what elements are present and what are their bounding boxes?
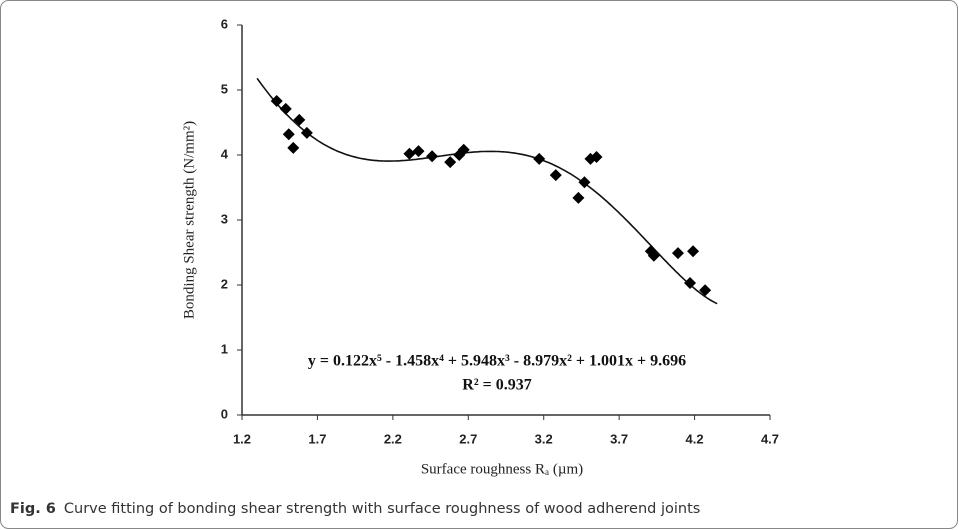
point	[578, 176, 591, 189]
x-tick-label: 2.7	[459, 431, 477, 446]
point	[282, 128, 295, 141]
x-tick-label: 1.7	[308, 431, 326, 446]
y-tick-label: 6	[221, 16, 228, 31]
point	[687, 245, 700, 258]
y-tick-label: 0	[221, 406, 228, 421]
x-axis-title: Surface roughness Rₐ (µm)	[421, 461, 583, 477]
caption-label: Fig. 6	[10, 501, 56, 517]
point	[426, 150, 439, 163]
x-tick-label: 3.2	[535, 431, 553, 446]
point	[300, 126, 313, 139]
point	[647, 249, 660, 262]
point	[403, 147, 416, 160]
y-tick-label: 4	[221, 146, 229, 161]
x-tick-label: 4.2	[686, 431, 704, 446]
y-tick-label: 2	[221, 276, 228, 291]
y-tick-label: 1	[221, 341, 228, 356]
y-axis-title: Bonding Shear strength (N/mm²)	[181, 121, 197, 319]
point	[279, 102, 292, 115]
equation: y = 0.122x⁵ - 1.458x⁴ + 5.948x³ - 8.979x…	[308, 353, 686, 370]
point	[457, 143, 470, 156]
point	[644, 245, 657, 258]
caption-text: Curve fitting of bonding shear strength …	[64, 501, 700, 517]
point	[684, 277, 697, 290]
x-tick-label: 4.7	[761, 431, 779, 446]
x-tick-label: 3.7	[610, 431, 628, 446]
point	[590, 150, 603, 163]
point	[671, 247, 684, 260]
point	[270, 95, 283, 108]
x-tick-label: 2.2	[384, 431, 402, 446]
point	[533, 152, 546, 165]
fit-curve	[256, 77, 718, 305]
r-squared: R² = 0.937	[462, 377, 531, 394]
point	[412, 145, 425, 158]
point	[293, 113, 306, 126]
point	[699, 284, 712, 297]
point	[572, 191, 585, 204]
y-tick-label: 3	[221, 211, 228, 226]
point	[549, 169, 562, 182]
point	[287, 141, 300, 154]
caption: Fig. 6 Curve fitting of bonding shear str…	[10, 501, 700, 517]
point	[444, 156, 457, 169]
y-tick-label: 5	[221, 81, 228, 96]
x-tick-label: 1.2	[233, 431, 251, 446]
